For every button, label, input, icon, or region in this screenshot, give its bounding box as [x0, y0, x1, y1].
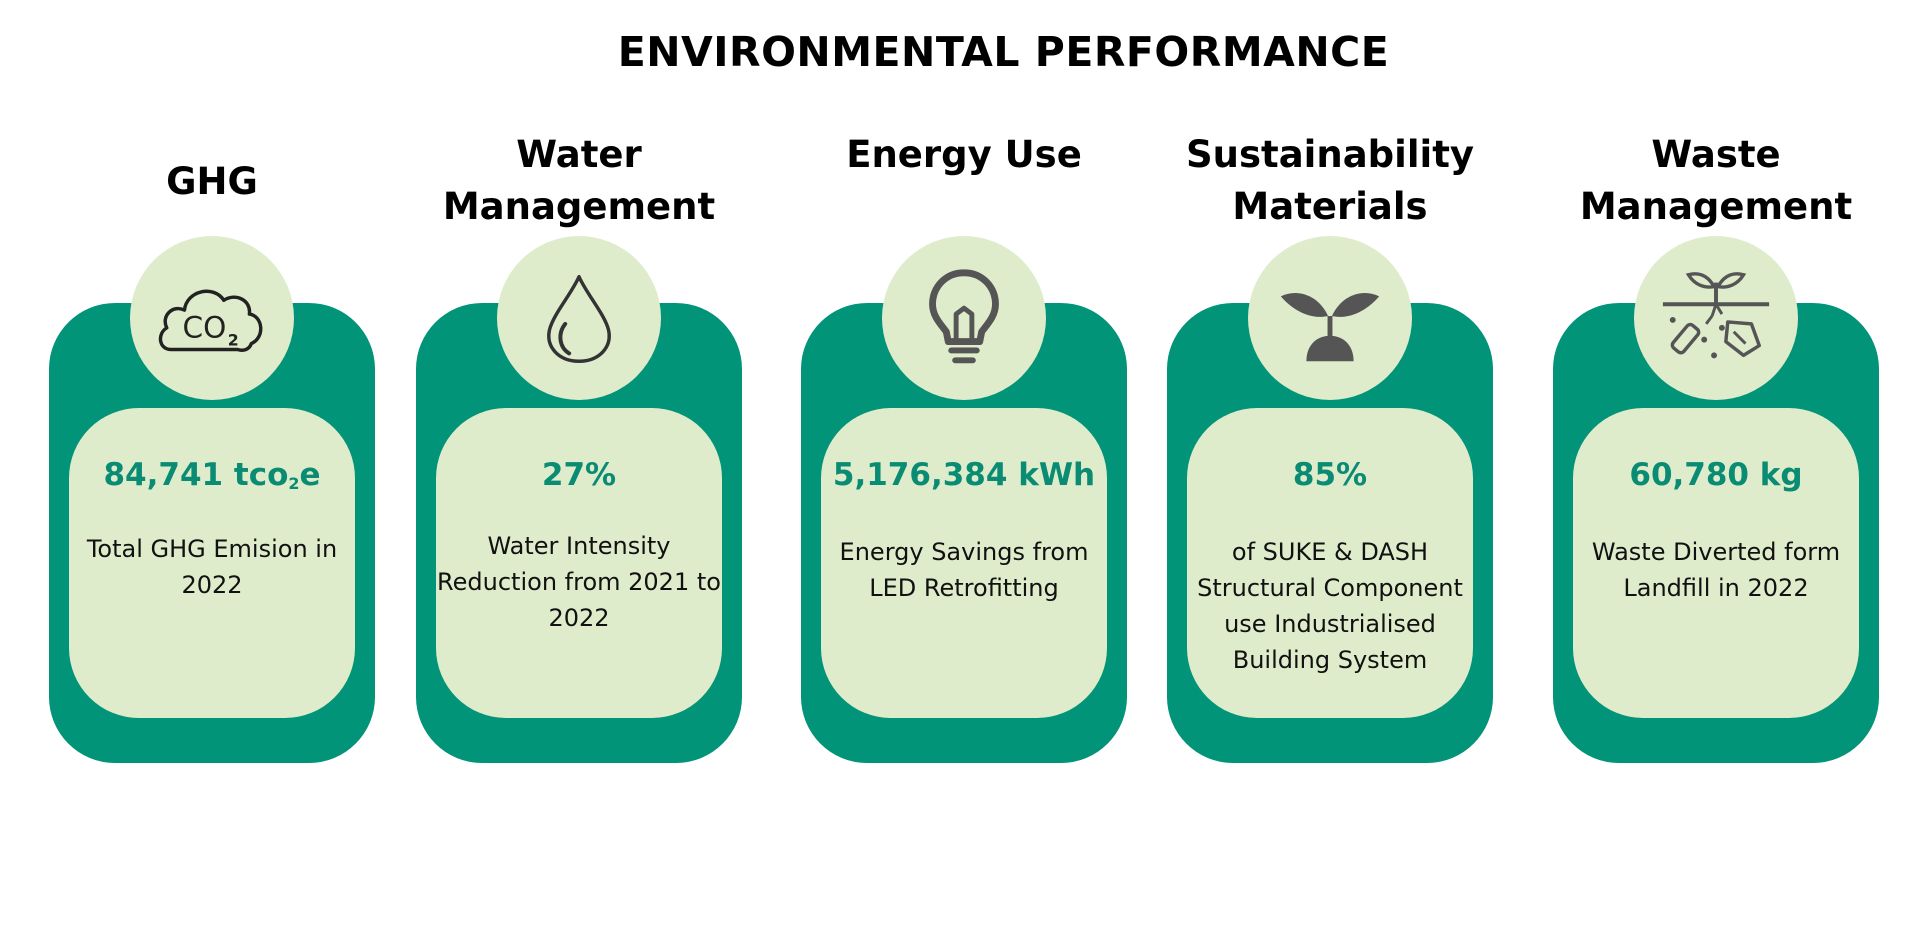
card-heading: Energy Use — [846, 133, 1082, 176]
metric-value: 84,741 tco2e — [103, 457, 321, 493]
card-content: 84,741 tco2e Total GHG Emision in 2022 — [69, 408, 355, 718]
card-content: 27% Water Intensity Reduction from 2021 … — [436, 408, 722, 718]
card-content: 60,780 kg Waste Diverted form Landfill i… — [1573, 408, 1859, 718]
metric-value: 27% — [541, 457, 617, 493]
metric-value: 85% — [1292, 457, 1368, 493]
card-waste: Waste Management 60,780 kg Waste Diverte… — [1553, 0, 1879, 936]
card-heading: GHG — [166, 160, 258, 203]
svg-text:2: 2 — [228, 331, 239, 350]
co2-cloud-icon: CO 2 — [130, 236, 294, 400]
metric-value: 5,176,384 kWh — [832, 457, 1096, 493]
card-heading: Water Management — [442, 133, 716, 228]
metric-description: Waste Diverted form Landfill in 2022 — [1591, 538, 1841, 602]
card-content: 5,176,384 kWh Energy Savings from LED Re… — [821, 408, 1107, 718]
soil-waste-icon — [1634, 236, 1798, 400]
metric-description: Energy Savings from LED Retrofitting — [839, 538, 1089, 602]
light-bulb-icon — [882, 236, 1046, 400]
card-ghg: GHG CO 2 84,741 tco2e Total GHG Emision … — [49, 0, 375, 936]
metric-description: Water Intensity Reduction from 2021 to 2… — [437, 532, 721, 632]
water-drop-icon — [497, 236, 661, 400]
card-energy: Energy Use 5,176,384 kWh Energy Savings … — [801, 0, 1127, 936]
card-heading: Sustainability Materials — [1186, 133, 1474, 228]
card-materials: Sustainability Materials 85% of SUKE & D… — [1167, 0, 1493, 936]
metric-description: of SUKE & DASH Structural Component use … — [1197, 538, 1463, 674]
svg-text:CO: CO — [183, 311, 227, 345]
metric-description: Total GHG Emision in 2022 — [86, 535, 338, 599]
sprout-icon — [1248, 236, 1412, 400]
card-content: 85% of SUKE & DASH Structural Component … — [1187, 408, 1473, 718]
card-heading: Waste Management — [1579, 133, 1853, 228]
card-water: Water Management 27% Water Intensity Red… — [416, 0, 742, 936]
metric-value: 60,780 kg — [1629, 457, 1803, 493]
page-title: ENVIRONMENTAL PERFORMANCE — [617, 28, 1390, 76]
